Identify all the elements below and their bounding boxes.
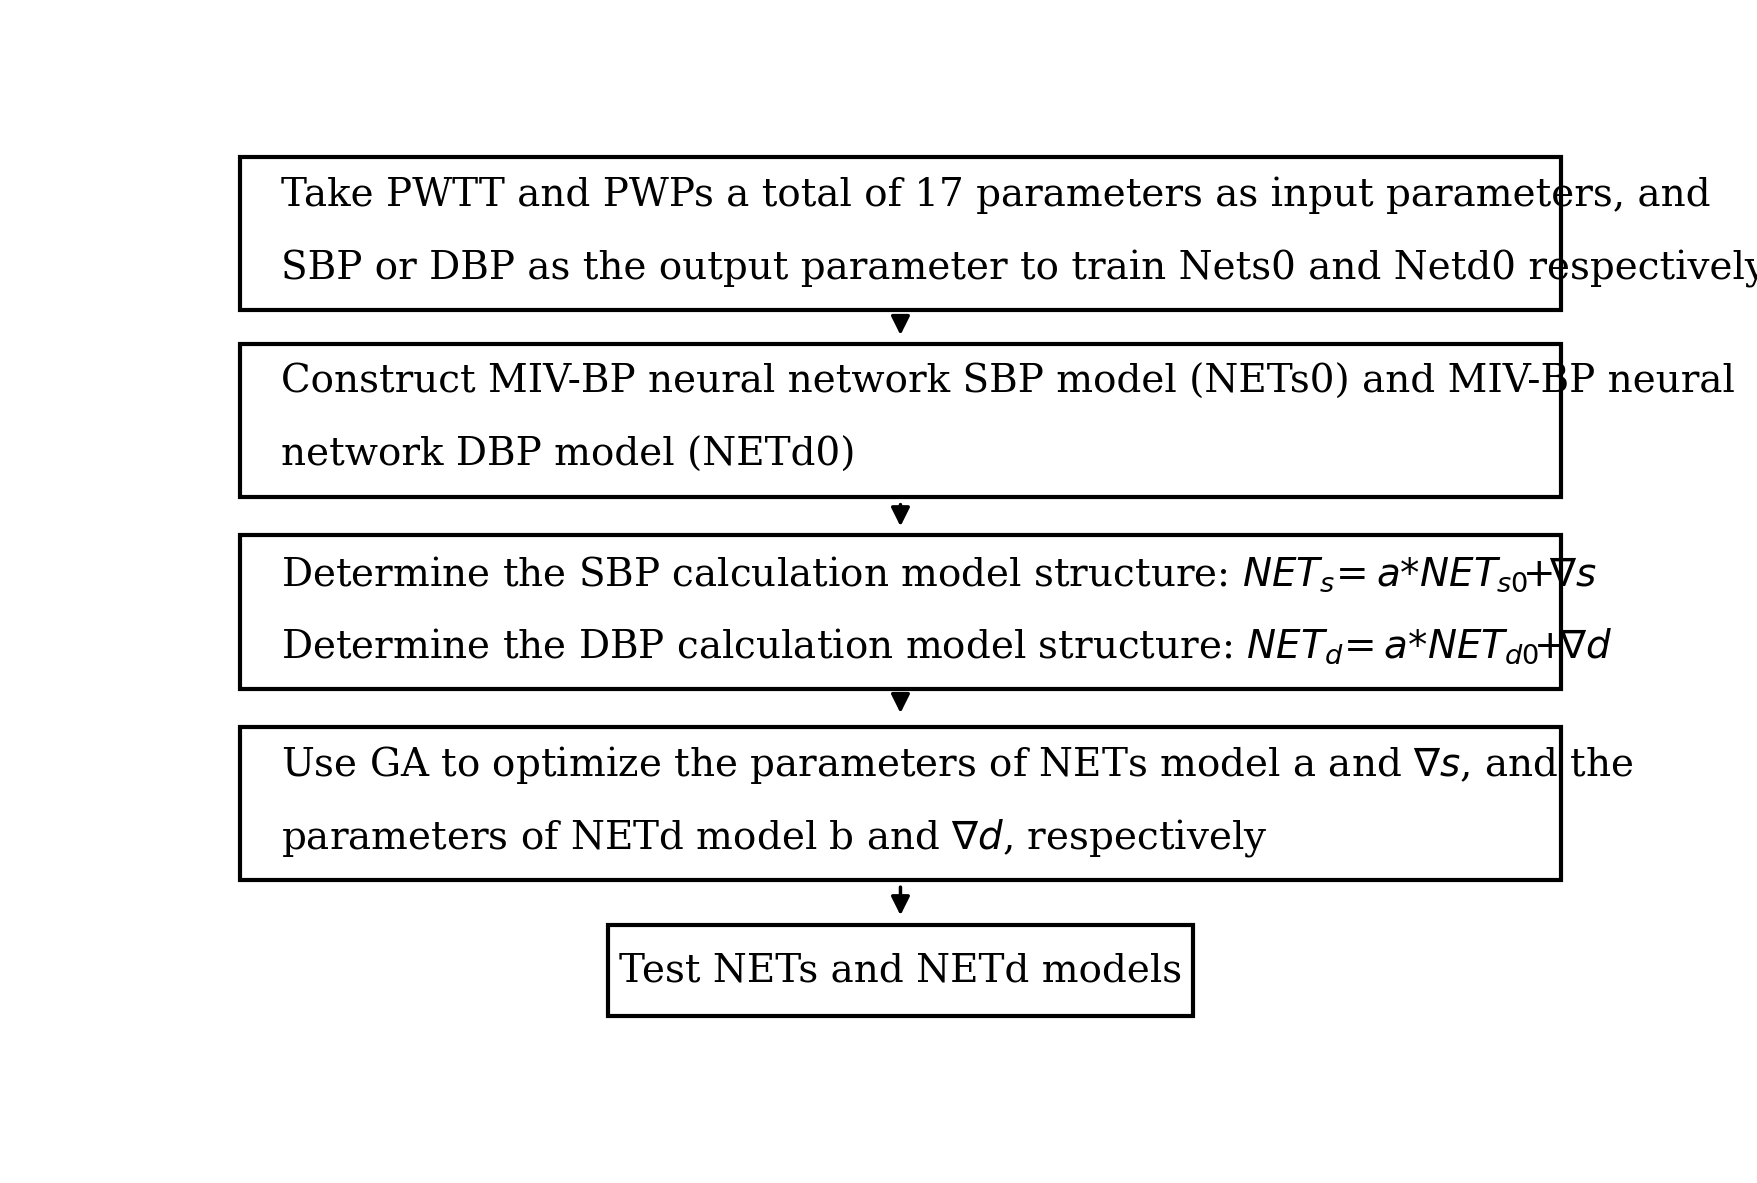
Text: Construct MIV-BP neural network SBP model (NETs0) and MIV-BP neural: Construct MIV-BP neural network SBP mode… <box>281 364 1734 401</box>
Text: SBP or DBP as the output parameter to train Nets0 and Netd0 respectively: SBP or DBP as the output parameter to tr… <box>281 250 1757 287</box>
Bar <box>241 344 1560 497</box>
Text: network DBP model (NETd0): network DBP model (NETd0) <box>281 437 856 474</box>
Bar <box>241 157 1560 310</box>
Text: parameters of NETd model b and $\nabla d$, respectively: parameters of NETd model b and $\nabla d… <box>281 817 1267 859</box>
Text: Use GA to optimize the parameters of NETs model a and $\nabla s$, and the: Use GA to optimize the parameters of NET… <box>281 744 1634 786</box>
Bar <box>608 925 1193 1016</box>
Text: Determine the DBP calculation model structure: $\mathit{NET}_d\!\mathit{=a{*}NET: Determine the DBP calculation model stru… <box>281 627 1613 666</box>
Bar <box>241 536 1560 689</box>
Bar <box>241 726 1560 880</box>
Text: Determine the SBP calculation model structure: $\mathit{NET}_s\!\mathit{=a{*}NET: Determine the SBP calculation model stru… <box>281 554 1597 594</box>
Text: Take PWTT and PWPs a total of 17 parameters as input parameters, and: Take PWTT and PWPs a total of 17 paramet… <box>281 177 1711 214</box>
Text: Test NETs and NETd models: Test NETs and NETd models <box>618 952 1182 989</box>
